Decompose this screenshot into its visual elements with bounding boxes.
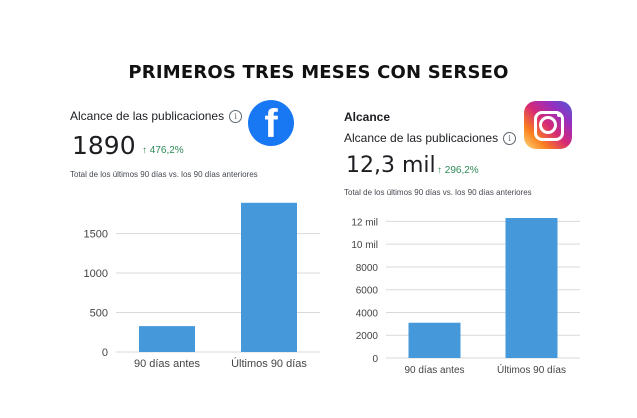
ig-chart-ytick-label: 0 (372, 354, 378, 365)
facebook-icon: f (248, 100, 294, 146)
fb-chart-xtick-label: 90 días antes (134, 358, 201, 370)
info-icon[interactable]: i (229, 109, 243, 123)
ig-reach-value: 12,3 mil (346, 153, 436, 178)
ig-heading: Alcance (344, 110, 391, 124)
ig-chart-ytick-label: 6000 (356, 286, 379, 297)
instagram-reach-chart: 0 2000 4000 6000 8000 10 mil 12 mil 90 días ant… (351, 217, 580, 376)
fb-chart-ytick-label: 1000 (84, 268, 108, 280)
fb-chart-ytick-label: 500 (90, 308, 108, 320)
fb-metric-label-text: Alcance de las publicaciones (70, 109, 225, 123)
ig-chart-ytick-label: 10 mil (351, 240, 378, 251)
fb-metric-label: Alcance de las publicaciones i (70, 109, 243, 123)
info-icon[interactable]: i (503, 131, 517, 145)
ig-reach-delta: ↑ 296,2% (437, 165, 479, 176)
facebook-reach-chart: 0 500 1000 1500 90 días antes Últimos 90 días (84, 202, 320, 370)
fb-reach-delta: ↑ 476,2% (142, 145, 184, 156)
instagram-icon (524, 101, 572, 149)
page-title: PRIMEROS TRES MESES CON SERSEO (128, 62, 509, 83)
ig-chart-xtick-label: 90 días antes (404, 365, 464, 376)
fb-chart-bar[interactable] (241, 202, 297, 352)
ig-reach-subtext: Total de los últimos 90 días vs. los 90 … (344, 188, 532, 197)
fb-reach-value: 1890 (72, 131, 136, 160)
ig-metric-label-text: Alcance de las publicaciones (344, 131, 499, 145)
ig-chart-ytick-label: 12 mil (351, 217, 378, 228)
fb-chart-ytick-label: 0 (102, 347, 108, 359)
ig-chart-xtick-label: Últimos 90 días (497, 363, 566, 376)
fb-chart-bar[interactable] (139, 326, 195, 352)
ig-chart-ytick-label: 2000 (356, 331, 379, 342)
ig-chart-ytick-label: 8000 (356, 263, 379, 274)
ig-chart-bar[interactable] (408, 322, 461, 358)
fb-chart-ytick-label: 1500 (84, 229, 108, 241)
ig-metric-label: Alcance de las publicaciones i (344, 131, 517, 145)
fb-reach-subtext: Total de los últimos 90 días vs. los 90 … (70, 170, 258, 179)
ig-chart-ytick-label: 4000 (356, 308, 379, 319)
fb-chart-xtick-label: Últimos 90 días (231, 357, 307, 370)
ig-chart-bar[interactable] (505, 218, 558, 358)
